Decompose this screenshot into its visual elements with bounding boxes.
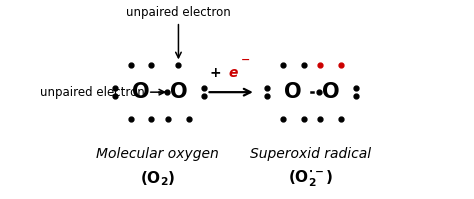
Text: $\mathbf{(O_2)}$: $\mathbf{(O_2)}$ [139, 170, 175, 188]
Text: O: O [284, 82, 302, 102]
Text: O: O [322, 82, 339, 102]
Text: O: O [170, 82, 187, 102]
Text: Superoxid radical: Superoxid radical [250, 147, 372, 161]
Text: O: O [132, 82, 150, 102]
Text: e: e [228, 66, 238, 80]
Text: −: − [241, 54, 250, 64]
Text: $\mathbf{(O_2^{\bullet -})}$: $\mathbf{(O_2^{\bullet -})}$ [288, 169, 334, 189]
Text: Molecular oxygen: Molecular oxygen [96, 147, 219, 161]
Text: unpaired electron: unpaired electron [126, 6, 231, 58]
Text: +: + [210, 66, 227, 80]
Text: unpaired electron: unpaired electron [40, 86, 164, 99]
